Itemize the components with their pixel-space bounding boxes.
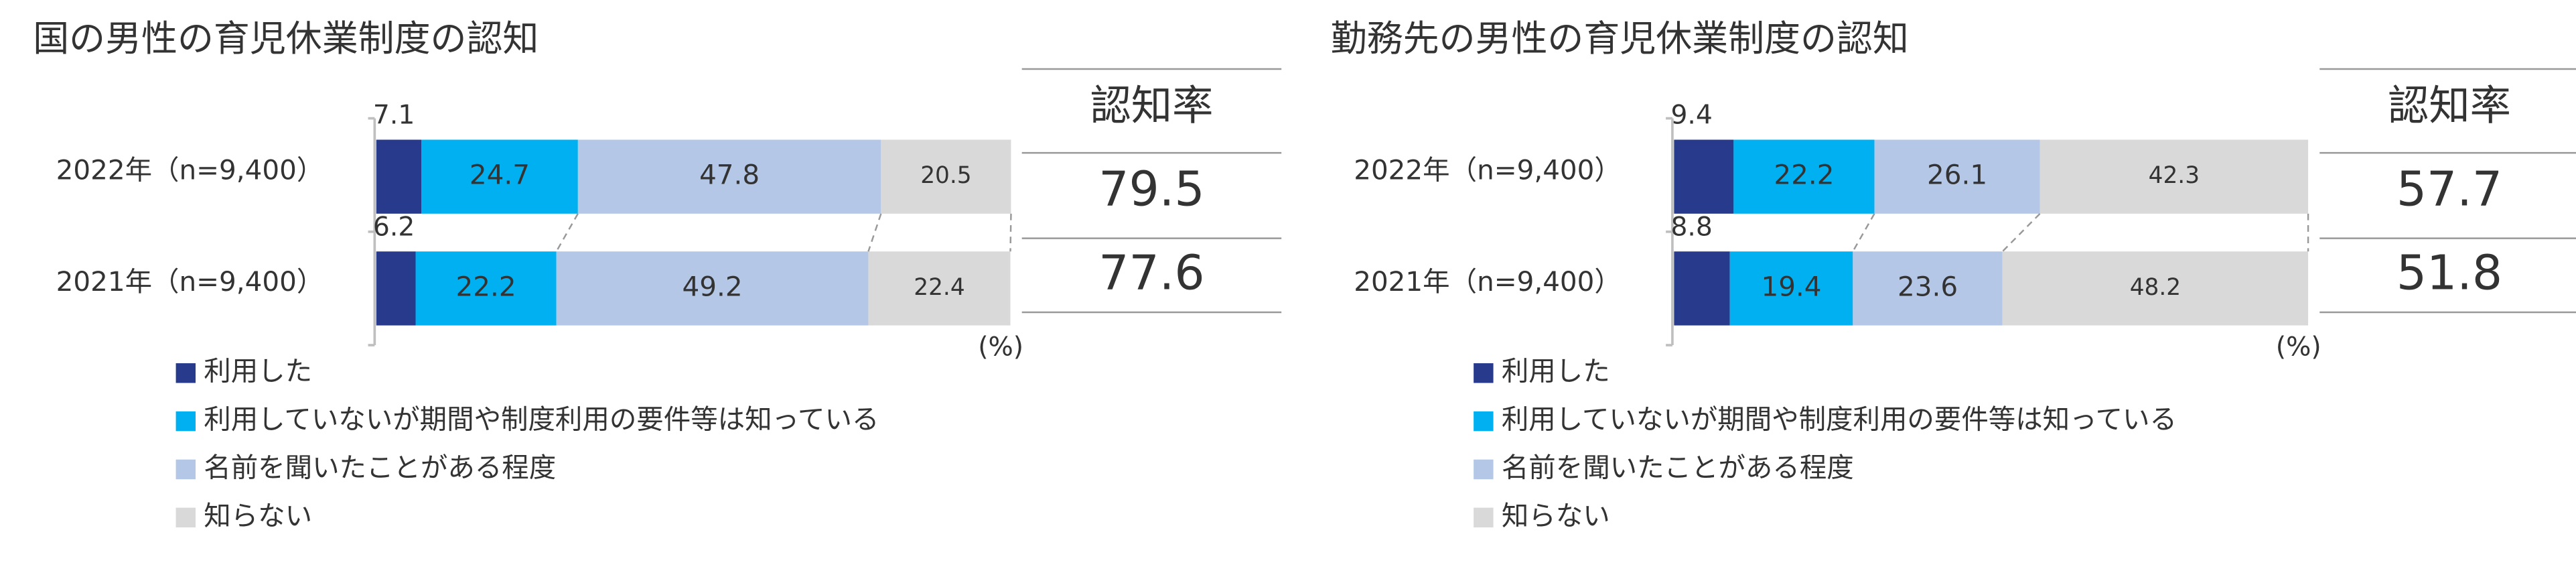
table-header: 認知率 <box>1090 82 1213 129</box>
unit-label: (%) <box>978 332 1023 362</box>
category-label: 2021年（n=9,400） <box>56 265 324 298</box>
bar-segment <box>376 139 422 214</box>
value-label: 23.6 <box>1898 270 1958 302</box>
value-label: 48.2 <box>2130 274 2181 301</box>
legend-swatch <box>1474 507 1494 528</box>
table-header: 認知率 <box>2388 82 2511 129</box>
bar-segment <box>1733 139 1875 214</box>
category-label: 2022年（n=9,400） <box>1354 153 1622 186</box>
legend-label: 知らない <box>204 499 312 531</box>
recognition-value: 51.8 <box>2396 245 2502 301</box>
legend-swatch <box>175 363 196 383</box>
value-label: 26.1 <box>1927 159 1987 191</box>
bar-segment <box>1674 251 1730 326</box>
bar-segment <box>1874 139 2040 214</box>
value-label: 49.2 <box>683 270 743 302</box>
legend-label: 利用していないが期間や制度利用の要件等は知っている <box>204 403 879 436</box>
value-label: 19.4 <box>1761 270 1821 302</box>
legend-label: 利用していないが期間や制度利用の要件等は知っている <box>1502 403 2177 436</box>
value-label: 6.2 <box>373 212 415 242</box>
bar-segment <box>2040 139 2309 214</box>
connector-line <box>555 213 579 252</box>
bar-segment <box>415 251 557 326</box>
connector-line <box>1852 213 1875 252</box>
chart-title: 勤務先の男性の育児休業制度の認知 <box>1331 17 1909 60</box>
legend-label: 利用した <box>204 355 312 387</box>
value-label: 22.2 <box>1774 159 1834 191</box>
legend-swatch <box>175 411 196 432</box>
bar-segment <box>556 251 869 326</box>
bar-segment <box>1674 139 1734 214</box>
value-label: 24.7 <box>470 159 530 191</box>
legend-swatch <box>1474 411 1494 432</box>
bar-segment <box>1729 251 1853 326</box>
value-label: 20.5 <box>920 162 971 189</box>
value-label: 22.2 <box>456 270 516 302</box>
chart-title: 国の男性の育児休業制度の認知 <box>33 17 539 60</box>
recognition-value: 57.7 <box>2396 161 2502 216</box>
bar-segment <box>577 139 881 214</box>
category-label: 2021年（n=9,400） <box>1354 265 1622 298</box>
bar-segment <box>881 139 1011 214</box>
value-label: 22.4 <box>914 274 964 301</box>
bar-segment <box>868 251 1011 326</box>
value-label: 9.4 <box>1670 101 1712 131</box>
value-label: 7.1 <box>373 101 415 131</box>
recognition-value: 79.5 <box>1098 161 1204 216</box>
value-label: 8.8 <box>1670 212 1712 242</box>
value-label: 42.3 <box>2149 162 2200 189</box>
connector-line <box>867 213 882 252</box>
legend-label: 名前を聞いたことがある程度 <box>1502 451 1854 483</box>
bar-segment <box>376 251 416 326</box>
value-label: 47.8 <box>699 159 760 191</box>
bar-segment <box>421 139 578 214</box>
bar-segment <box>1853 251 2003 326</box>
legend-swatch <box>175 459 196 480</box>
legend-label: 知らない <box>1502 499 1610 531</box>
legend-label: 名前を聞いたことがある程度 <box>204 451 556 483</box>
legend-swatch <box>175 507 196 528</box>
connector-line <box>2001 212 2041 253</box>
legend-label: 利用した <box>1502 355 1610 387</box>
category-label: 2022年（n=9,400） <box>56 153 324 186</box>
bar-segment <box>2002 251 2309 326</box>
recognition-value: 77.6 <box>1098 245 1204 301</box>
legend-swatch <box>1474 459 1494 480</box>
unit-label: (%) <box>2276 332 2321 362</box>
legend-swatch <box>1474 363 1494 383</box>
